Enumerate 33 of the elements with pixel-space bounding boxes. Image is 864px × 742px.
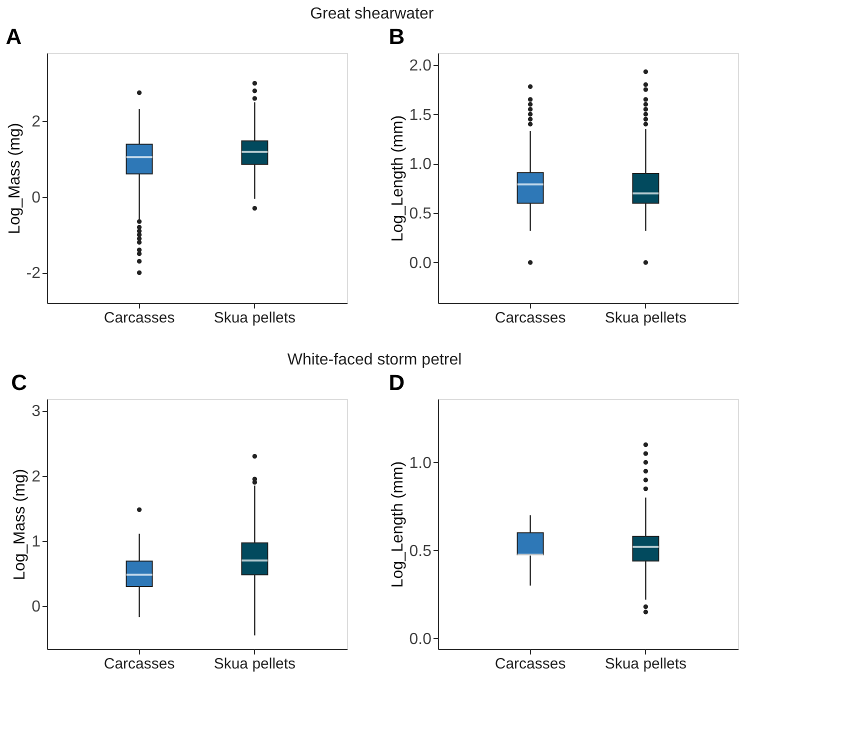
text: White-faced storm petrel — [287, 352, 462, 368]
x-tick-label: Carcasses — [494, 656, 566, 672]
y-tick-label: 0.5 — [409, 206, 432, 223]
y-axis-title: Log_Mass (mg) — [6, 122, 24, 234]
y-tick-label: 2 — [32, 114, 41, 131]
chart-title: A — [6, 24, 22, 49]
y-tick-label: 1.0 — [409, 156, 432, 174]
y-tick-label: 1.0 — [409, 454, 432, 472]
x-tick-label: Carcasses — [104, 310, 175, 326]
y-axis-title: Log_Mass (mg) — [12, 468, 29, 580]
text: Great shearwater — [310, 6, 434, 22]
x-tick-label: Skua pellets — [604, 310, 687, 326]
y-tick-label: 0 — [32, 598, 41, 616]
y-axis-title: Log_Length (mm) — [389, 461, 406, 588]
y-tick-label: 0.5 — [409, 542, 432, 560]
y-axis-title: Log_Length (mm) — [389, 115, 406, 242]
chart-title: C — [11, 370, 28, 395]
x-tick-label: Carcasses — [104, 656, 175, 672]
y-tick-label: 2.0 — [409, 57, 432, 74]
y-tick-label: 2 — [32, 468, 41, 486]
y-tick-label: 1.5 — [409, 106, 432, 124]
y-tick-label: 3 — [32, 403, 41, 420]
x-tick-label: Skua pellets — [214, 310, 296, 326]
chart-title: B — [388, 24, 405, 49]
y-tick-label: 1 — [32, 533, 41, 550]
y-tick-label: -2 — [26, 265, 41, 282]
y-tick-label: 0.0 — [409, 630, 432, 648]
y-tick-label: 0 — [32, 189, 41, 206]
y-tick-label: 0.0 — [409, 254, 432, 272]
x-tick-label: Carcasses — [494, 310, 566, 326]
x-tick-label: Skua pellets — [604, 656, 687, 672]
chart-title: D — [388, 370, 405, 395]
x-tick-label: Skua pellets — [214, 656, 296, 672]
